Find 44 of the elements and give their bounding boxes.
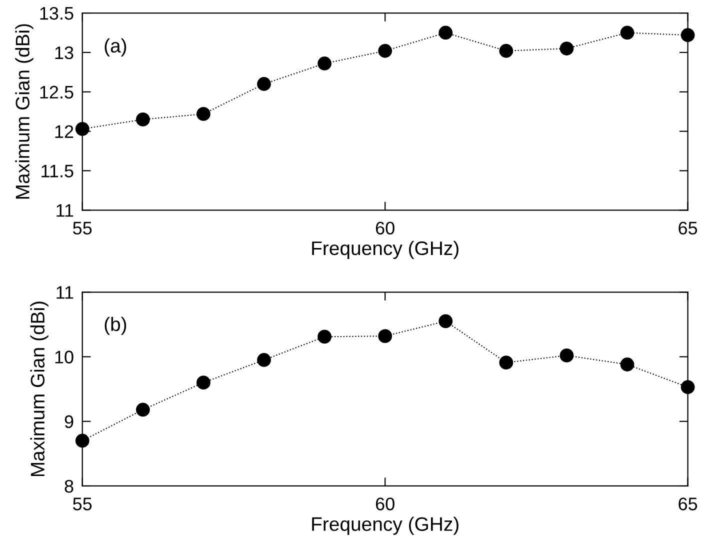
point — [499, 44, 514, 58]
y-tick-label: 13.5 — [40, 6, 74, 20]
y-axis-title: Maximum Gian (dBi) — [30, 302, 48, 476]
point — [560, 42, 574, 56]
point — [196, 107, 210, 121]
x-tick-label: 55 — [73, 498, 92, 510]
y-axis-title: Maximum Gian (dBi) — [15, 24, 34, 199]
point — [438, 26, 453, 40]
point — [620, 358, 634, 372]
point — [620, 26, 634, 40]
x-tick-label: 65 — [678, 222, 698, 235]
x-tick-label: 60 — [376, 498, 394, 510]
y-tick-label: 11.5 — [42, 164, 74, 178]
point — [196, 376, 210, 390]
y-tick-label: 12 — [55, 125, 74, 138]
point — [136, 112, 150, 126]
y-tick-label: 11 — [56, 286, 74, 299]
point — [680, 380, 695, 394]
point — [257, 77, 271, 91]
y-tick-label: 11 — [56, 204, 74, 217]
point — [75, 122, 90, 136]
y-tick-label: 8 — [64, 480, 74, 493]
point — [318, 56, 332, 70]
x-tick-label: 55 — [73, 222, 92, 235]
point — [378, 44, 392, 58]
x-axis-title: Frequency (GHz) — [312, 516, 458, 535]
point — [318, 330, 332, 344]
y-tick-label: 12.5 — [40, 86, 74, 99]
point — [560, 348, 574, 362]
x-tick-label: 60 — [376, 222, 394, 235]
x-axis-title: Frequency (GHz) — [312, 240, 458, 259]
point — [378, 329, 392, 344]
point — [257, 353, 271, 367]
point — [499, 356, 514, 370]
y-tick-label: 10 — [55, 350, 74, 364]
point — [75, 434, 90, 448]
x-tick-label: 65 — [678, 498, 698, 510]
point — [136, 402, 150, 417]
point — [438, 314, 453, 328]
y-tick-label: 9 — [64, 415, 74, 428]
annotation: (a) — [104, 38, 126, 56]
y-tick-label: 13 — [55, 46, 74, 60]
annotation: (b) — [104, 316, 126, 335]
point — [680, 28, 695, 42]
